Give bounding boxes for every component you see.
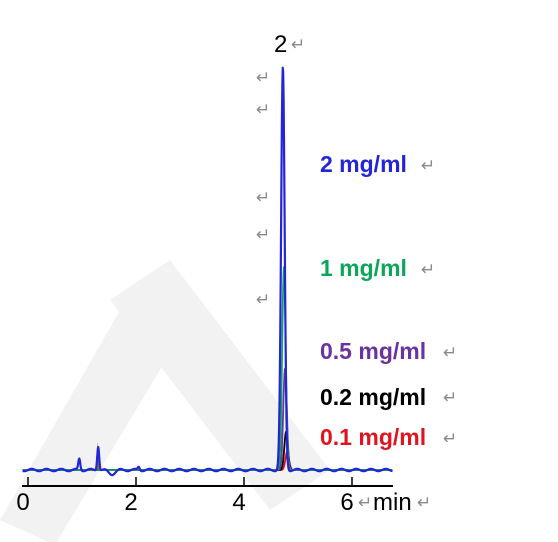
- paragraph-mark: ↵: [443, 343, 457, 363]
- x-tick-label: 6: [340, 489, 353, 516]
- peak-number-label: 2: [274, 31, 287, 58]
- series-label: 2 mg/ml: [320, 151, 407, 177]
- paragraph-mark: ↵: [443, 429, 457, 449]
- paragraph-mark: ↵: [256, 225, 270, 245]
- x-tick-label: 2: [124, 489, 137, 516]
- series-label: 0.2 mg/ml: [320, 384, 426, 410]
- paragraph-marks: ↵ ↵ ↵ ↵ ↵ ↵ ↵ ↵ ↵ ↵ ↵ ↵ ↵: [256, 35, 457, 513]
- watermark-stripe: [110, 260, 330, 510]
- watermark: [0, 260, 330, 542]
- paragraph-mark: ↵: [291, 35, 305, 55]
- paragraph-mark: ↵: [421, 260, 435, 280]
- paragraph-mark: ↵: [256, 100, 270, 120]
- trace-group: [21, 66, 394, 477]
- paragraph-mark: ↵: [256, 290, 270, 310]
- paragraph-mark: ↵: [443, 388, 457, 408]
- series-labels: 2 mg/ml 1 mg/ml 0.5 mg/ml 0.2 mg/ml 0.1 mg/m…: [320, 151, 426, 450]
- x-axis-title: min: [373, 489, 412, 516]
- series-label: 1 mg/ml: [320, 255, 407, 281]
- x-tick-label: 4: [232, 489, 245, 516]
- series-line: [21, 66, 394, 477]
- paragraph-mark: ↵: [421, 156, 435, 176]
- series-label: 0.5 mg/ml: [320, 338, 426, 364]
- paragraph-mark: ↵: [256, 188, 270, 208]
- paragraph-mark: ↵: [417, 493, 431, 513]
- paragraph-mark: ↵: [358, 493, 372, 513]
- watermark-stripe: [0, 310, 175, 542]
- x-axis-ticks: 0 2 4 6: [16, 477, 354, 516]
- series-label: 0.1 mg/ml: [320, 424, 426, 450]
- x-tick-label: 0: [16, 489, 29, 516]
- paragraph-mark: ↵: [256, 68, 270, 88]
